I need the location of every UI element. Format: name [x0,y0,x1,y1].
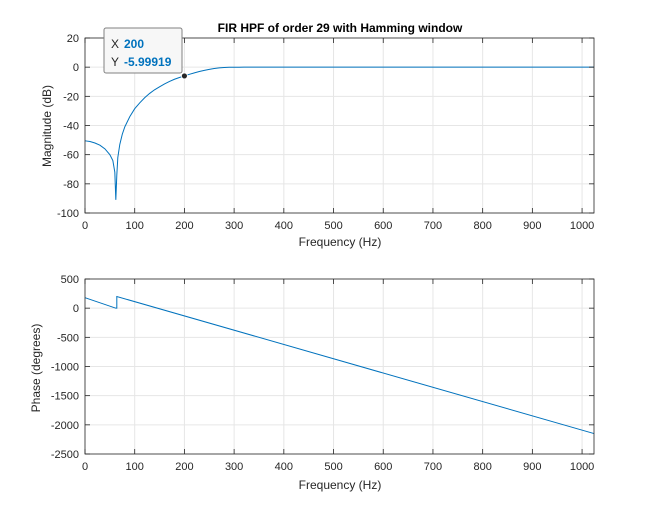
datatip-x-value: 200 [124,37,144,51]
y-tick-label: 0 [73,303,79,315]
y-tick-label: -60 [63,150,79,162]
y-tick-label: 20 [67,33,79,45]
x-tick-label: 200 [175,461,193,473]
phase-axes: 0 100 200 300 400 500 600 700 800 900 1000 -2500 -20… [51,274,595,473]
chart-title: FIR HPF of order 29 with Hamming window [218,21,463,35]
y-tick-label: -1500 [51,391,79,403]
y-tick-label: -20 [63,91,79,103]
x-tick-label: 300 [225,220,243,232]
datatip-x-label: X [111,37,119,51]
x-tick-label: 100 [126,461,144,473]
datatip-box [103,27,183,74]
x-tick-label: 400 [275,461,293,473]
y-tick-label: -80 [63,179,79,191]
datatip[interactable]: X 200 Y -5.99919 [103,27,183,74]
x-tick-label: 200 [175,220,193,232]
magnitude-xlabel: Frequency (Hz) [299,235,382,249]
magnitude-ylabel: Magnitude (dB) [40,85,54,167]
x-tick-label: 100 [126,220,144,232]
x-tick-label: 700 [424,220,442,232]
series-line [84,66,594,200]
x-tick-label: 500 [324,461,342,473]
datatip-y-value: -5.99919 [124,55,172,69]
y-tick-label: 0 [73,62,79,74]
series-line [84,295,595,435]
phase-xlabel: Frequency (Hz) [299,478,382,492]
y-tick-label: -40 [63,121,79,133]
x-tick-label: 0 [82,461,88,473]
y-tick-label: 500 [61,274,79,286]
x-tick-label: 1000 [570,220,594,232]
y-tick-label: -100 [57,208,79,220]
x-tick-label: 1000 [570,461,594,473]
y-tick-label: -2000 [51,420,79,432]
x-tick-label: 400 [275,220,293,232]
y-tick-label: -500 [57,332,79,344]
datatip-marker [181,72,188,80]
x-tick-label: 900 [523,461,541,473]
x-tick-label: 900 [523,220,541,232]
x-tick-label: 800 [473,220,491,232]
x-tick-label: 0 [82,220,88,232]
x-tick-label: 800 [473,461,491,473]
y-tick-label: -1000 [51,362,79,374]
phase-ylabel: Phase (degrees) [29,324,43,413]
x-tick-label: 700 [424,461,442,473]
x-tick-label: 600 [374,461,392,473]
x-tick-label: 500 [324,220,342,232]
x-tick-label: 600 [374,220,392,232]
y-tick-label: -2500 [51,449,79,461]
datatip-y-label: Y [111,55,119,69]
x-tick-label: 300 [225,461,243,473]
